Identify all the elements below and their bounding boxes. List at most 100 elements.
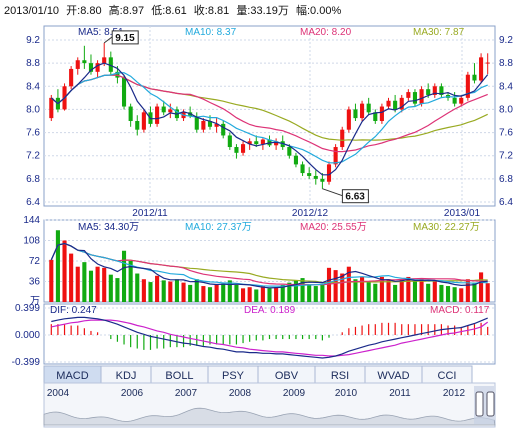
volume-bar bbox=[214, 284, 219, 302]
candle-body bbox=[260, 139, 265, 145]
timeline-year: 2004 bbox=[47, 388, 70, 399]
volume-bar bbox=[386, 279, 391, 302]
candle-body bbox=[399, 97, 404, 110]
candle-body bbox=[141, 112, 146, 130]
price-tick-left: 6.8 bbox=[26, 174, 40, 185]
tab-label[interactable]: WVAD bbox=[377, 370, 409, 382]
candle-body bbox=[379, 106, 384, 121]
dea-line bbox=[51, 319, 489, 357]
timeline-year: 2007 bbox=[175, 388, 198, 399]
volume-bar bbox=[379, 276, 384, 302]
volume-grid bbox=[44, 219, 495, 282]
volume-tick: 36 bbox=[29, 277, 41, 288]
indicator-tabs: MACD KDJ BOLL PSY OBV RSI WVAD CCI bbox=[43, 365, 473, 384]
volume-bar bbox=[472, 282, 477, 302]
candle-body bbox=[419, 89, 424, 104]
timeline-year: 2010 bbox=[335, 388, 358, 399]
volume-ma-lines bbox=[50, 242, 488, 289]
candle bbox=[465, 71, 470, 101]
ma5-line bbox=[50, 62, 489, 176]
volume-bar bbox=[221, 283, 226, 302]
volume-bar bbox=[274, 287, 279, 302]
timeline-left-handle[interactable] bbox=[475, 391, 484, 417]
candle-body bbox=[386, 100, 391, 107]
tab-label[interactable]: KDJ bbox=[116, 370, 137, 382]
candle bbox=[479, 53, 484, 84]
candle-body bbox=[360, 103, 365, 119]
candle-body bbox=[393, 100, 398, 110]
candle bbox=[82, 45, 87, 69]
candle bbox=[406, 89, 411, 101]
volume-bar bbox=[445, 286, 451, 302]
candle bbox=[49, 94, 54, 121]
candle bbox=[326, 161, 332, 185]
tab-label[interactable]: PSY bbox=[222, 370, 245, 382]
timeline-sparkline bbox=[43, 407, 496, 426]
price-axis-left: 9.2 8.8 8.4 8.0 7.6 7.2 6.8 6.4 bbox=[26, 35, 40, 208]
price-tick-left: 8.0 bbox=[26, 104, 40, 115]
tab-macd[interactable]: MACD bbox=[43, 365, 102, 384]
tab-kdj[interactable]: KDJ bbox=[100, 365, 152, 384]
tab-label[interactable]: RSI bbox=[331, 370, 349, 382]
candle-body bbox=[313, 175, 318, 179]
low-value: 8.61 bbox=[165, 5, 186, 17]
candle bbox=[221, 121, 226, 139]
vol-ma5-line bbox=[50, 242, 488, 289]
candle bbox=[194, 112, 199, 133]
tab-label[interactable]: CCI bbox=[438, 370, 457, 382]
macd-axis: 0.399 0.000 -0.399 bbox=[12, 303, 41, 368]
volume-bar bbox=[326, 267, 332, 302]
tab-label[interactable]: MACD bbox=[56, 370, 88, 382]
candle bbox=[333, 144, 338, 168]
ma10-line bbox=[50, 72, 488, 164]
tab-wvad[interactable]: WVAD bbox=[364, 365, 423, 384]
low-label: 低: bbox=[151, 4, 165, 17]
candle-body bbox=[75, 60, 80, 69]
macd-legend-macd: MACD: 0.117 bbox=[430, 305, 490, 316]
candle bbox=[373, 109, 378, 124]
ma20-line bbox=[50, 74, 488, 153]
tab-label[interactable]: BOLL bbox=[165, 370, 193, 382]
timeline-right-handle[interactable] bbox=[486, 391, 495, 417]
candle bbox=[201, 118, 206, 133]
volume-bar bbox=[267, 288, 272, 302]
vol-legend-ma20: MA20: 25.55万 bbox=[300, 222, 367, 233]
volume-axis: 144 108 72 36 万 bbox=[23, 215, 40, 307]
candle bbox=[307, 167, 312, 179]
tab-rsi[interactable]: RSI bbox=[314, 365, 366, 384]
candle-body bbox=[88, 63, 94, 72]
candle bbox=[346, 106, 351, 133]
tab-psy[interactable]: PSY bbox=[207, 365, 259, 384]
volume-bar bbox=[194, 279, 199, 302]
candle-body bbox=[95, 63, 100, 72]
tab-boll[interactable]: BOLL bbox=[150, 365, 209, 384]
candle bbox=[340, 126, 345, 150]
candle bbox=[366, 97, 371, 116]
price-tick-left: 6.4 bbox=[26, 197, 40, 208]
volume-bar bbox=[102, 267, 107, 302]
candle-body bbox=[241, 144, 246, 153]
tab-cci[interactable]: CCI bbox=[421, 365, 473, 384]
candle-body bbox=[346, 109, 351, 130]
candle bbox=[412, 89, 418, 107]
candle-body bbox=[465, 74, 470, 98]
high-value: 8.97 bbox=[123, 5, 144, 17]
volume-bar bbox=[393, 284, 398, 302]
tab-obv[interactable]: OBV bbox=[257, 365, 316, 384]
candle bbox=[353, 103, 358, 121]
candle-body bbox=[320, 178, 325, 182]
volume-bar bbox=[406, 276, 411, 302]
candle-body bbox=[293, 155, 298, 165]
timeline-year: 2006 bbox=[121, 388, 144, 399]
volume-bar bbox=[366, 281, 371, 302]
tab-label[interactable]: OBV bbox=[275, 370, 299, 382]
candle-body bbox=[247, 141, 252, 145]
price-tick-left: 8.4 bbox=[26, 81, 40, 92]
candle-body bbox=[406, 92, 411, 98]
vol-legend-ma10: MA10: 27.37万 bbox=[185, 222, 252, 233]
candle-body bbox=[69, 68, 74, 87]
candle bbox=[227, 132, 232, 150]
macd-tick: 0.000 bbox=[15, 330, 40, 341]
candle bbox=[75, 57, 80, 75]
